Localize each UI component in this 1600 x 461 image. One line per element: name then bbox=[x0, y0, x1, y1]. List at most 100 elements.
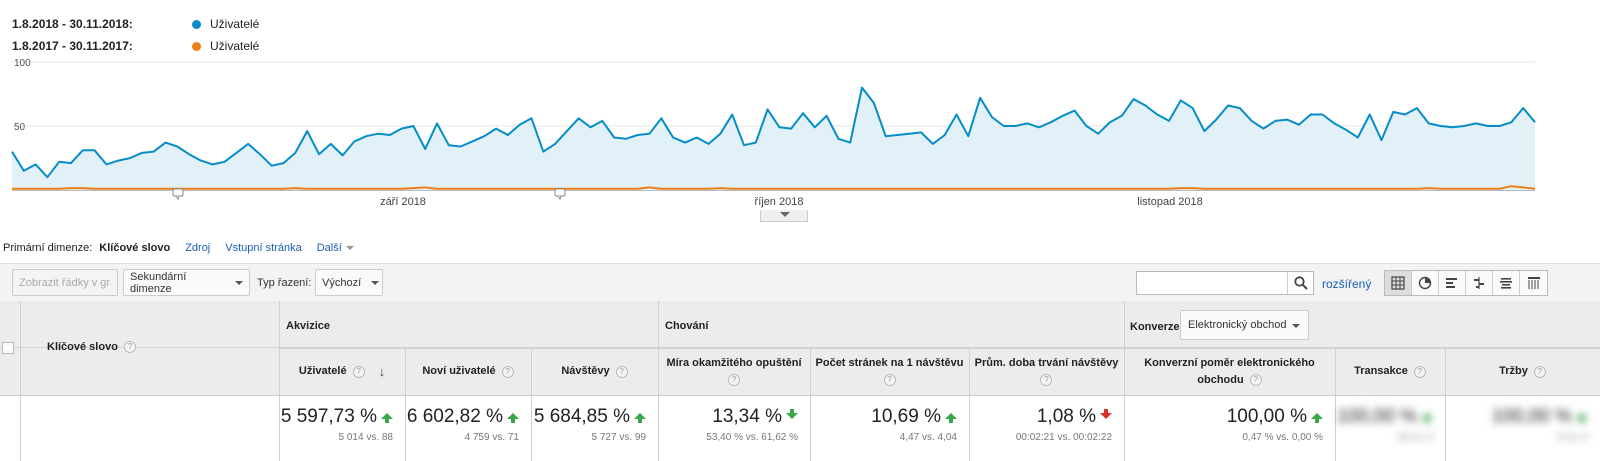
col-users-header[interactable]: Uživatelé? ↓ bbox=[279, 348, 405, 396]
dimension-landing-page[interactable]: Vstupní stránka bbox=[225, 242, 302, 254]
total-conv-rate: 100,00 % 0,47 % vs. 0,00 % bbox=[1124, 397, 1335, 461]
col-pages-label: Počet stránek na 1 návštěvu bbox=[815, 356, 964, 369]
bar-chart-icon bbox=[1446, 278, 1457, 288]
col-sessions-label: Návštěvy bbox=[561, 365, 610, 378]
chevron-down-icon bbox=[371, 280, 380, 285]
total-transactions-pct: 100,00 % bbox=[1336, 406, 1417, 427]
view-performance-button[interactable] bbox=[1439, 271, 1466, 295]
arrow-up-icon bbox=[634, 413, 646, 423]
col-conv-rate-header[interactable]: Konverzní poměr elektronického obchodu? bbox=[1124, 348, 1335, 396]
view-pivot-button[interactable] bbox=[1520, 271, 1547, 295]
col-pages-header[interactable]: Počet stránek na 1 návštěvu? bbox=[810, 348, 969, 396]
sort-desc-icon: ↓ bbox=[378, 363, 386, 379]
help-icon[interactable]: ? bbox=[352, 366, 365, 378]
conversion-type-select[interactable]: Elektronický obchod bbox=[1180, 310, 1309, 340]
arrow-up-icon bbox=[1311, 413, 1323, 423]
x-tick-label: listopad 2018 bbox=[1137, 196, 1202, 208]
plot-rows-button[interactable]: Zobrazit řádky v grafu bbox=[12, 269, 118, 296]
col-duration-label: Prům. doba trvání návštěvy bbox=[974, 356, 1119, 369]
pivot-icon bbox=[1527, 277, 1540, 289]
total-revenue: 100,00 % 0 vs. 0 bbox=[1445, 397, 1600, 461]
help-icon[interactable]: ? bbox=[615, 366, 628, 378]
term-cloud-icon bbox=[1500, 278, 1512, 289]
chevron-down-icon bbox=[1292, 324, 1300, 328]
total-duration-compare: 00:02:21 vs. 00:02:22 bbox=[1015, 432, 1112, 443]
comparison-icon bbox=[1474, 277, 1484, 289]
help-icon[interactable]: ? bbox=[727, 374, 740, 387]
search-input[interactable] bbox=[1137, 272, 1287, 294]
col-users-label: Uživatelé bbox=[298, 365, 347, 378]
arrow-up-icon bbox=[1576, 413, 1588, 423]
help-icon[interactable]: ? bbox=[1533, 366, 1546, 378]
legend-row-current: 1.8.2018 - 30.11.2018: Uživatelé bbox=[12, 13, 259, 35]
arrow-up-icon bbox=[381, 413, 393, 423]
series-line-1.8.2017 - 30.11.2017[interactable] bbox=[12, 185, 1536, 190]
header-keyword-cell bbox=[0, 348, 279, 396]
col-bounce-header[interactable]: Míra okamžitého opuštění? bbox=[658, 348, 810, 396]
conversion-type-value: Elektronický obchod bbox=[1188, 319, 1287, 331]
total-new-users-compare: 4 759 vs. 71 bbox=[464, 432, 519, 443]
total-conv-rate-pct: 100,00 % bbox=[1226, 406, 1307, 427]
secondary-dimension-select[interactable]: Sekundární dimenze bbox=[123, 269, 250, 296]
chart-collapse-toggle[interactable] bbox=[760, 210, 808, 222]
y-tick-label: 100 bbox=[14, 58, 31, 69]
header-group-row bbox=[0, 301, 1600, 348]
table-toolbar: Zobrazit řádky v grafu Sekundární dimenz… bbox=[0, 263, 1600, 301]
series-line-1.8.2018 - 30.11.2018[interactable] bbox=[11, 86, 1536, 179]
annotation-icon[interactable] bbox=[172, 188, 184, 201]
col-new-users-label: Noví uživatelé bbox=[422, 365, 496, 378]
col-new-users-header[interactable]: Noví uživatelé? bbox=[405, 348, 531, 396]
col-transactions-label: Transakce bbox=[1354, 365, 1408, 378]
total-transactions-compare: 24 vs. 0 bbox=[1397, 432, 1433, 443]
advanced-filter-link[interactable]: rozšířený bbox=[1322, 277, 1372, 291]
total-duration: 1,08 % 00:02:21 vs. 00:02:22 bbox=[969, 397, 1124, 461]
series-area bbox=[12, 87, 1535, 190]
col-sessions-header[interactable]: Návštěvy? bbox=[531, 348, 658, 396]
select-all-checkbox[interactable] bbox=[2, 342, 14, 354]
col-transactions-header[interactable]: Transakce? bbox=[1335, 348, 1445, 396]
help-icon[interactable]: ? bbox=[883, 374, 896, 387]
legend-range-current: 1.8.2018 - 30.11.2018: bbox=[12, 17, 133, 31]
header-column-row bbox=[279, 348, 1600, 396]
keyword-column-header[interactable]: Klíčové slovo? bbox=[47, 341, 136, 354]
search-button[interactable] bbox=[1287, 272, 1313, 294]
total-bounce-compare: 53,40 % vs. 61,62 % bbox=[706, 432, 798, 443]
view-term-cloud-button[interactable] bbox=[1493, 271, 1520, 295]
dimension-more-dropdown[interactable]: Další bbox=[317, 242, 354, 254]
line-chart[interactable]: 100 50 září 2018 říjen 2018 listopad 2018 bbox=[0, 52, 1600, 212]
annotation-icon[interactable] bbox=[554, 188, 566, 201]
chevron-down-icon bbox=[235, 280, 243, 285]
group-acquisition: Akvizice bbox=[286, 320, 331, 332]
view-percentage-button[interactable] bbox=[1412, 271, 1439, 295]
dimension-source[interactable]: Zdroj bbox=[185, 242, 211, 254]
view-comparison-button[interactable] bbox=[1466, 271, 1493, 295]
help-icon[interactable]: ? bbox=[1249, 374, 1262, 387]
help-icon[interactable]: ? bbox=[1413, 366, 1426, 378]
dimension-keyword[interactable]: Klíčové slovo bbox=[99, 242, 171, 254]
group-conversions: Konverze bbox=[1130, 321, 1180, 333]
x-tick-label: říjen 2018 bbox=[755, 196, 804, 208]
col-bounce-label: Míra okamžitého opuštění bbox=[666, 356, 802, 369]
table-search bbox=[1136, 271, 1314, 295]
sort-type-select[interactable]: Výchozí bbox=[315, 269, 383, 296]
arrow-down-icon bbox=[786, 409, 798, 419]
total-pages: 10,69 % 4,47 vs. 4,04 bbox=[810, 397, 969, 461]
help-icon[interactable]: ? bbox=[501, 366, 514, 378]
group-behavior: Chování bbox=[665, 320, 709, 332]
total-bounce: 13,34 % 53,40 % vs. 61,62 % bbox=[658, 397, 810, 461]
chart-legend: 1.8.2018 - 30.11.2018: Uživatelé 1.8.201… bbox=[12, 13, 259, 57]
help-icon[interactable]: ? bbox=[1040, 374, 1053, 387]
view-data-button[interactable] bbox=[1385, 271, 1412, 295]
report-table: Klíčové slovo? Akvizice Chování Konverze… bbox=[0, 301, 1600, 461]
y-tick-label: 50 bbox=[14, 122, 26, 133]
total-users-pct: 5 597,73 % bbox=[280, 406, 377, 427]
help-icon[interactable]: ? bbox=[123, 341, 136, 354]
total-users-compare: 5 014 vs. 88 bbox=[338, 432, 393, 443]
arrow-up-icon bbox=[507, 413, 519, 423]
col-revenue-header[interactable]: Tržby? bbox=[1445, 348, 1600, 396]
total-new-users-pct: 6 602,82 % bbox=[406, 406, 503, 427]
primary-dimension-bar: Primární dimenze: Klíčové slovo Zdroj Vs… bbox=[3, 242, 363, 254]
col-duration-header[interactable]: Prům. doba trvání návštěvy? bbox=[969, 348, 1124, 396]
legend-range-previous: 1.8.2017 - 30.11.2017: bbox=[12, 39, 133, 53]
legend-series-previous: Uživatelé bbox=[210, 39, 260, 53]
